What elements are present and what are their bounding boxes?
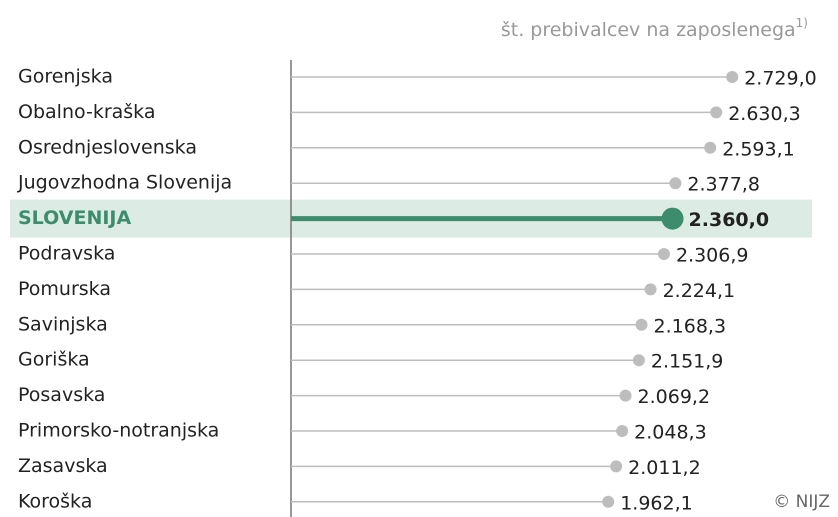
source: © NIJZ	[773, 492, 830, 512]
value-label: 2.306,9	[676, 245, 749, 267]
chart-subtitle: št. prebivalcev na zaposlenega1)	[501, 16, 808, 41]
category-label: Obalno-kraška	[18, 101, 155, 123]
value-label: 2.151,9	[651, 351, 724, 373]
category-label: Koroška	[18, 490, 92, 512]
category-label: Osrednjeslovenska	[18, 136, 197, 158]
category-label: Gorenjska	[18, 66, 113, 88]
subtitle-note: 1)	[796, 16, 808, 30]
dot	[644, 283, 657, 296]
value-label: 2.729,0	[744, 68, 817, 90]
category-label: Primorsko-notranjska	[18, 420, 219, 442]
value-label: 2.224,1	[663, 280, 736, 302]
dot	[616, 425, 629, 437]
category-label: Posavska	[18, 384, 105, 406]
value-label: 2.011,2	[628, 457, 701, 479]
dot	[619, 389, 632, 402]
value-label: 2.168,3	[654, 315, 727, 337]
dot	[610, 460, 623, 473]
dot	[710, 106, 723, 119]
value-label: 2.048,3	[634, 422, 707, 444]
dot	[657, 248, 670, 260]
dot	[726, 71, 739, 83]
value-label: 2.377,8	[687, 174, 760, 196]
category-label: SLOVENIJA	[18, 207, 131, 229]
dot	[602, 495, 615, 508]
dot	[661, 207, 684, 230]
category-label: Jugovzhodna Slovenija	[17, 172, 232, 194]
value-label: 2.630,3	[728, 103, 801, 125]
category-label: Goriška	[18, 349, 90, 371]
category-label: Podravska	[18, 243, 115, 265]
subtitle-text: št. prebivalcev na zaposlenega	[501, 19, 796, 41]
dot	[704, 141, 717, 154]
value-label: 2.069,2	[638, 386, 711, 408]
value-label: 2.360,0	[689, 209, 770, 231]
category-label: Savinjska	[18, 313, 108, 335]
dot	[669, 177, 682, 190]
value-label: 2.593,1	[722, 138, 795, 160]
value-label: 1.962,1	[620, 492, 693, 514]
dot	[632, 354, 645, 367]
category-label: Pomurska	[18, 278, 111, 300]
dot	[635, 318, 648, 331]
category-label: Zasavska	[18, 455, 108, 477]
